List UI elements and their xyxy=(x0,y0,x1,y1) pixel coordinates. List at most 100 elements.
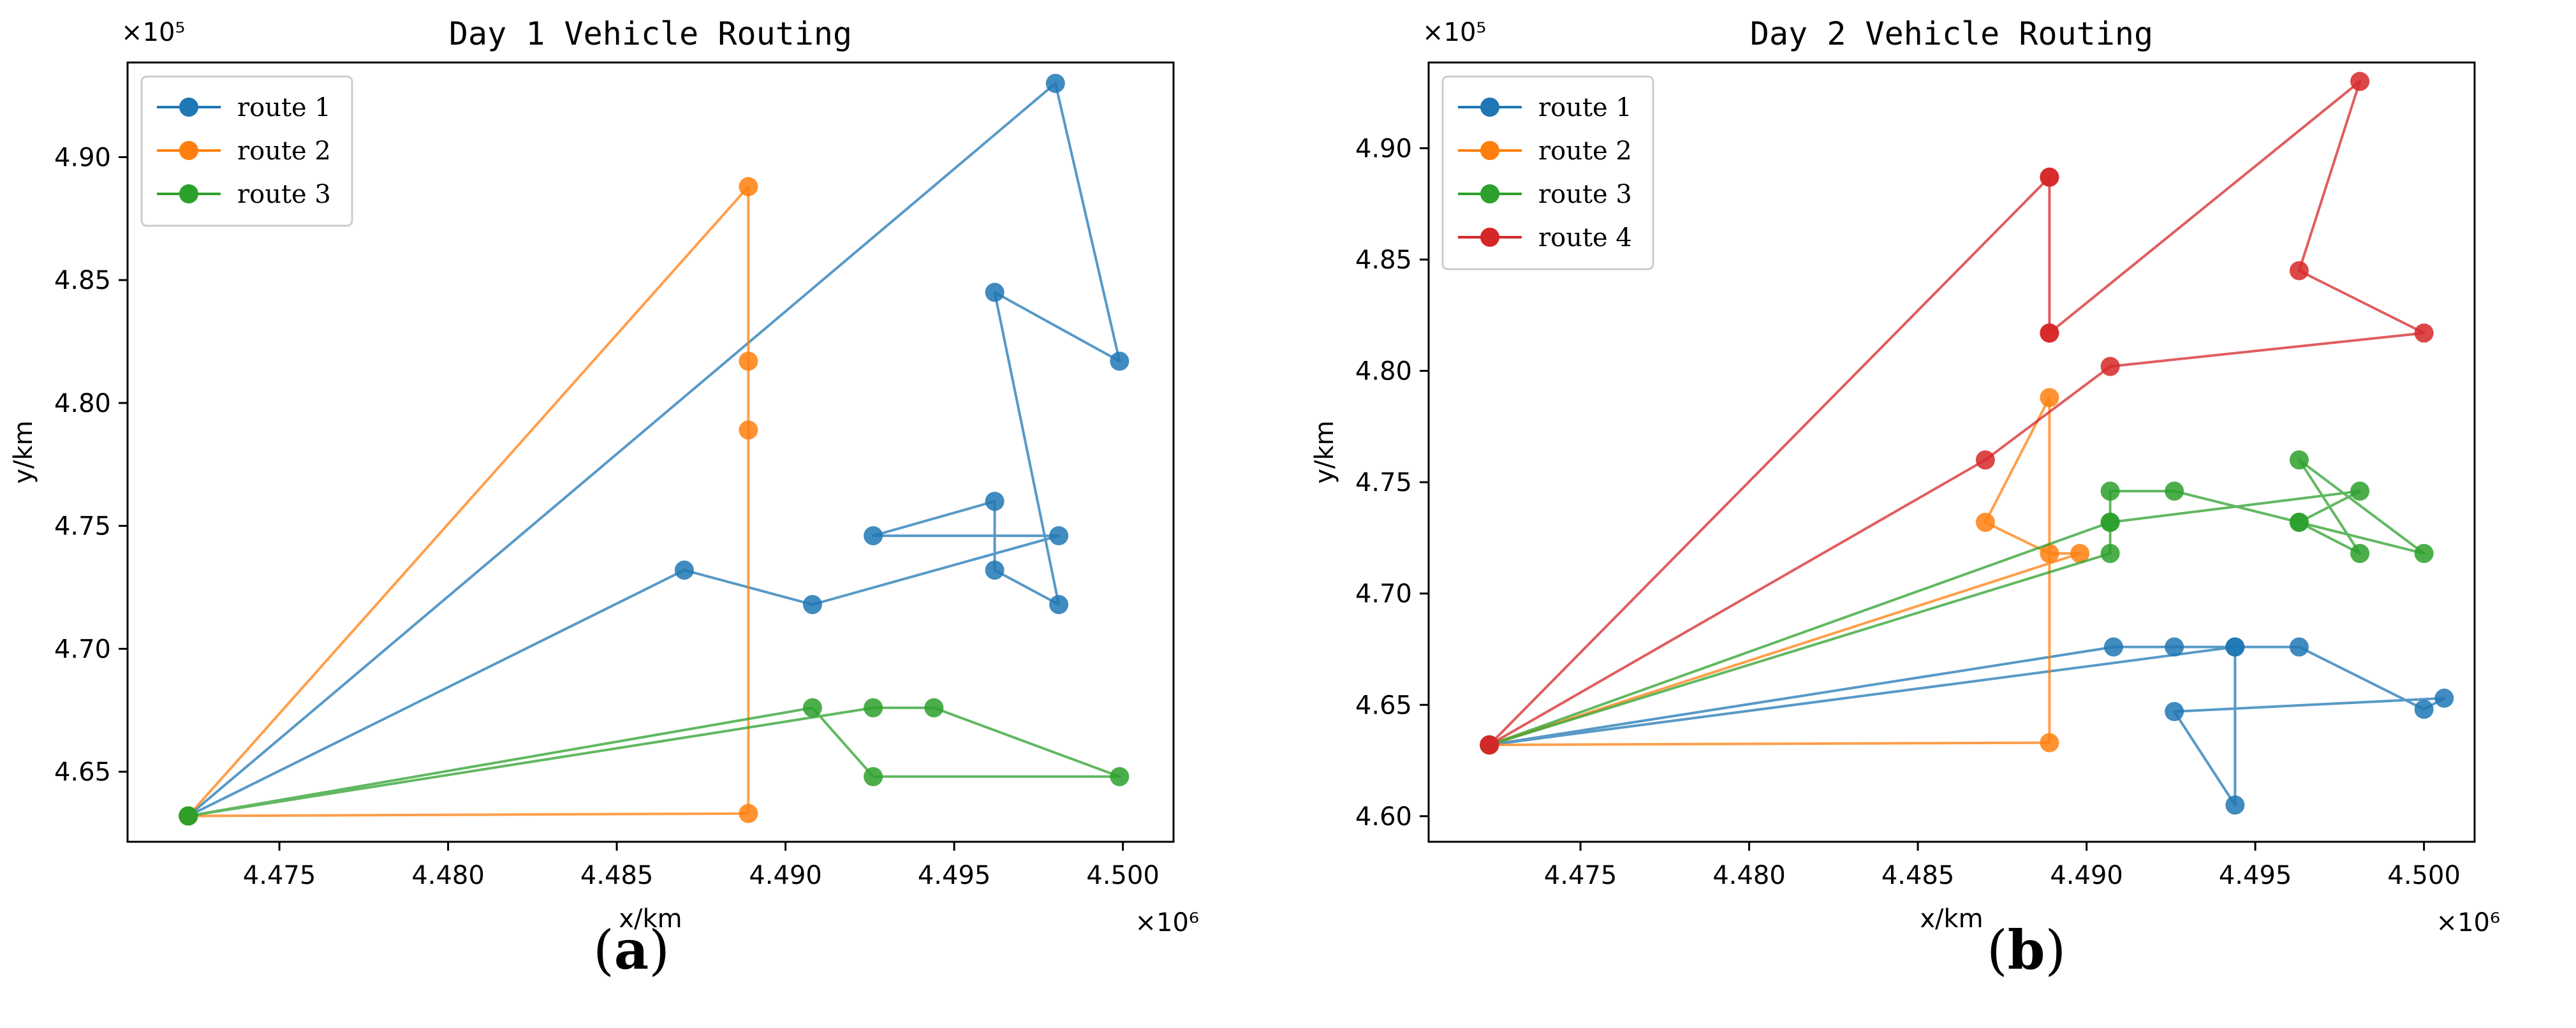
y-tick-label: 4.80 xyxy=(1355,357,1412,386)
x-tick-label: 4.485 xyxy=(1881,861,1955,890)
y-tick-label: 4.85 xyxy=(54,266,111,295)
data-point xyxy=(2100,356,2120,376)
data-point xyxy=(2040,323,2059,343)
data-point xyxy=(739,351,758,371)
series-line xyxy=(187,82,1121,818)
data-point xyxy=(2350,71,2370,91)
x-axis-label: x/km xyxy=(1920,904,1983,934)
data-point xyxy=(2165,481,2184,501)
legend-label: route 1 xyxy=(1538,93,1632,122)
y-tick-label: 4.75 xyxy=(54,512,111,541)
series-line xyxy=(187,185,750,818)
caption-a-close: ) xyxy=(649,919,670,981)
caption-a: (a) xyxy=(593,918,670,981)
plot-area xyxy=(179,73,1130,826)
data-point xyxy=(985,283,1005,302)
x-tick-label: 4.475 xyxy=(1544,861,1617,890)
x-tick-label: 4.480 xyxy=(411,861,485,890)
legend-label: route 4 xyxy=(1538,223,1632,253)
x-tick-label: 4.490 xyxy=(749,861,822,890)
data-point xyxy=(2225,795,2245,815)
data-point xyxy=(2289,512,2309,532)
legend-label: route 3 xyxy=(1538,180,1632,209)
caption-b: (b) xyxy=(1987,918,2066,981)
data-point xyxy=(2414,323,2434,343)
x-tick-label: 4.500 xyxy=(1086,861,1159,890)
data-point xyxy=(674,561,694,580)
data-point xyxy=(1110,351,1130,371)
legend-marker xyxy=(1480,141,1499,160)
x-tick-label: 4.485 xyxy=(580,861,654,890)
data-point xyxy=(924,698,944,717)
y-offset-label: ×10⁵ xyxy=(1422,18,1486,47)
y-tick-label: 4.75 xyxy=(1355,468,1412,497)
legend: route 1 route 2 route 3 route 4 xyxy=(1441,75,1654,270)
legend-marker xyxy=(1480,228,1499,247)
x-tick-label: 4.500 xyxy=(2387,861,2461,890)
legend-label: route 2 xyxy=(237,136,331,166)
chart-1: Day 1 Vehicle Routing 4.475 4.480 4.485 4.49… xyxy=(9,15,1199,937)
y-tick-label: 4.85 xyxy=(1355,246,1412,275)
data-point xyxy=(985,561,1005,580)
data-point xyxy=(802,698,822,717)
series-line xyxy=(1489,645,2446,807)
data-point xyxy=(1110,767,1130,786)
chart-title: Day 1 Vehicle Routing xyxy=(449,15,852,52)
legend-marker xyxy=(179,184,198,203)
series-route-3 xyxy=(1480,450,2434,755)
legend-marker xyxy=(179,98,198,117)
caption-b-close: ) xyxy=(2045,919,2066,981)
series-route-3 xyxy=(179,698,1130,826)
y-tick-label: 4.65 xyxy=(1355,691,1412,720)
data-point xyxy=(1975,450,1995,470)
data-point xyxy=(2289,450,2309,470)
y-axis-label: y/km xyxy=(9,420,38,483)
data-point xyxy=(2414,700,2434,719)
x-tick-label: 4.495 xyxy=(2219,861,2292,890)
caption-a-open: ( xyxy=(593,919,614,981)
data-point xyxy=(2040,388,2059,408)
data-point xyxy=(985,492,1005,511)
axes-frame xyxy=(1427,61,2476,843)
data-point xyxy=(2289,637,2309,657)
data-point xyxy=(2165,701,2184,721)
data-point xyxy=(739,804,758,823)
y-tick-label: 4.90 xyxy=(54,143,111,172)
x-tick-label: 4.475 xyxy=(243,861,316,890)
legend-label: route 2 xyxy=(1538,136,1632,166)
legend: route 1 route 2 route 3 xyxy=(140,75,353,227)
data-point xyxy=(2070,543,2090,563)
data-point xyxy=(2289,261,2309,281)
data-point xyxy=(2414,543,2434,563)
data-point xyxy=(2040,733,2059,753)
data-point xyxy=(2100,512,2120,532)
data-point xyxy=(2350,481,2370,501)
legend-marker xyxy=(1480,98,1499,117)
x-tick-label: 4.480 xyxy=(1712,861,1786,890)
data-point xyxy=(2434,688,2454,708)
caption-b-open: ( xyxy=(1987,919,2008,981)
data-point xyxy=(739,420,758,440)
data-point xyxy=(2040,167,2059,187)
data-point xyxy=(179,806,198,826)
x-axis-label: x/km xyxy=(619,904,682,934)
legend-label: route 3 xyxy=(237,180,331,209)
caption-b-label: b xyxy=(2007,918,2045,981)
data-point xyxy=(864,767,883,786)
series-route-2 xyxy=(179,177,758,826)
legend-box xyxy=(1441,75,1654,270)
data-point xyxy=(2040,543,2059,563)
data-point xyxy=(2103,637,2123,657)
data-point xyxy=(2225,637,2245,657)
data-point xyxy=(802,595,822,615)
caption-a-label: a xyxy=(614,918,649,981)
x-tick-label: 4.490 xyxy=(2050,861,2123,890)
x-offset-label: ×10⁶ xyxy=(1135,908,1199,937)
data-point xyxy=(1975,512,1995,532)
data-point xyxy=(864,698,883,717)
data-point xyxy=(1045,73,1065,93)
data-point xyxy=(2100,543,2120,563)
chart-2: Day 2 Vehicle Routing 4.475 4.480 4.485 4.49… xyxy=(1310,15,2500,937)
